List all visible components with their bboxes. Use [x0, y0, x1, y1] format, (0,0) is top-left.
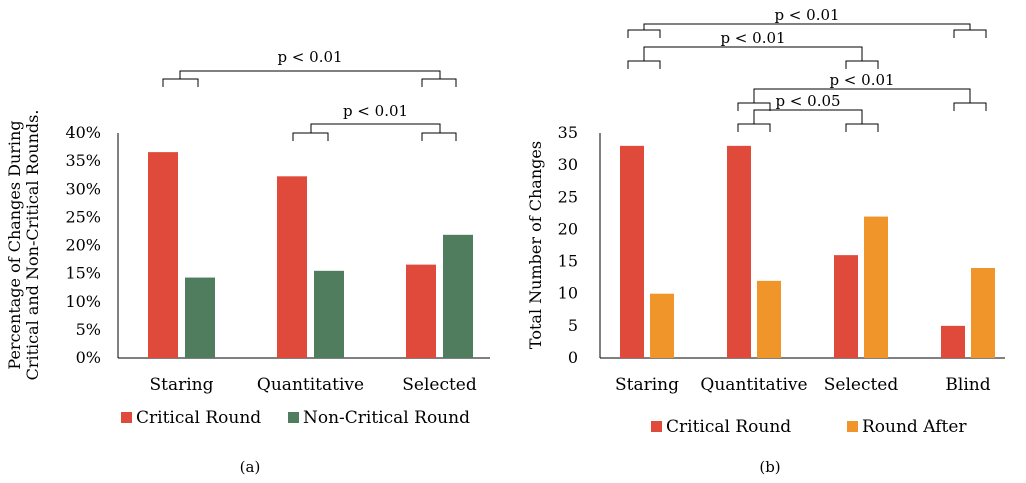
- bar-round-after-blind: [971, 268, 995, 358]
- bar-non-critical-round-quantitative: [314, 270, 344, 358]
- legend-label: Round After: [862, 417, 967, 437]
- y-tick-label: 35%: [65, 151, 101, 170]
- legend-label: Critical Round: [666, 417, 791, 437]
- significance-label: p < 0.05: [775, 92, 840, 110]
- y-tick-label: 15%: [65, 264, 101, 283]
- legend-label: Critical Round: [136, 408, 261, 428]
- significance-bracket: p < 0.01: [737, 71, 987, 111]
- significance-bracket: p < 0.01: [162, 48, 457, 87]
- bar-round-after-staring: [650, 293, 674, 358]
- y-tick-label: 10: [558, 284, 578, 303]
- bar-critical-round-selected: [406, 264, 436, 358]
- bar-round-after-selected: [864, 216, 888, 358]
- significance-bracket: p < 0.01: [292, 102, 457, 141]
- significance-bracket: p < 0.01: [627, 29, 879, 69]
- y-tick-label: 25: [558, 187, 578, 206]
- y-axis-label: Percentage of Changes During: [5, 120, 24, 369]
- panel-caption: (b): [759, 458, 780, 476]
- bar-critical-round-selected: [834, 255, 858, 358]
- significance-label: p < 0.01: [277, 48, 342, 66]
- legend-swatch: [288, 412, 299, 423]
- y-tick-label: 5%: [76, 320, 101, 339]
- bar-non-critical-round-selected: [443, 234, 473, 358]
- y-tick-label: 40%: [65, 123, 101, 142]
- panel-caption: (a): [240, 458, 261, 476]
- x-category-label: Selected: [824, 375, 899, 395]
- legend-label: Non-Critical Round: [303, 408, 470, 428]
- x-category-label: Staring: [149, 375, 213, 395]
- x-category-label: Blind: [945, 375, 990, 395]
- significance-label: p < 0.01: [343, 102, 408, 120]
- bar-critical-round-quantitative: [277, 176, 307, 358]
- legend-swatch: [847, 421, 858, 432]
- legend-entry: Round After: [847, 417, 967, 437]
- y-tick-label: 20%: [65, 236, 101, 255]
- y-axis-label: Critical and Non-Critical Rounds.: [23, 110, 42, 381]
- y-tick-label: 30%: [65, 179, 101, 198]
- significance-label: p < 0.01: [829, 71, 894, 89]
- bar-critical-round-staring: [148, 152, 178, 358]
- significance-bracket: p < 0.01: [627, 6, 987, 38]
- chart-panel-a: 0% 5% 10% 15% 20% 25% 30% 35% 40% Percentage of C…: [5, 48, 490, 476]
- bar-round-after-quantitative: [757, 280, 781, 358]
- y-axis-label: Total Number of Changes: [526, 141, 545, 349]
- significance-label: p < 0.01: [720, 29, 785, 47]
- x-category-label: Selected: [402, 375, 477, 395]
- y-tick-label: 0: [568, 348, 578, 367]
- legend-swatch: [651, 421, 662, 432]
- legend-entry: Non-Critical Round: [288, 408, 470, 428]
- y-tick-label: 0%: [76, 348, 101, 367]
- x-category-label: Quantitative: [257, 375, 364, 395]
- significance-bracket: p < 0.05: [737, 92, 879, 132]
- y-tick-label: 15: [558, 252, 578, 271]
- y-tick-label: 20: [558, 219, 578, 238]
- chart-panel-b: 0 5 10 15 20 25 30 35 Total Number of Changes Sta…: [526, 6, 1005, 476]
- bar-critical-round-blind: [941, 325, 965, 358]
- legend-entry: Critical Round: [651, 417, 791, 437]
- y-tick-label: 10%: [65, 292, 101, 311]
- x-category-label: Staring: [615, 375, 679, 395]
- x-category-label: Quantitative: [700, 375, 807, 395]
- y-tick-label: 35: [558, 123, 578, 142]
- y-tick-label: 5: [568, 316, 578, 335]
- bar-non-critical-round-staring: [185, 277, 215, 358]
- significance-label: p < 0.01: [774, 6, 839, 24]
- bar-critical-round-quantitative: [727, 145, 751, 358]
- y-tick-label: 25%: [65, 207, 101, 226]
- bar-critical-round-staring: [620, 145, 644, 358]
- legend-entry: Critical Round: [121, 408, 261, 428]
- y-tick-label: 30: [558, 155, 578, 174]
- legend-swatch: [121, 412, 132, 423]
